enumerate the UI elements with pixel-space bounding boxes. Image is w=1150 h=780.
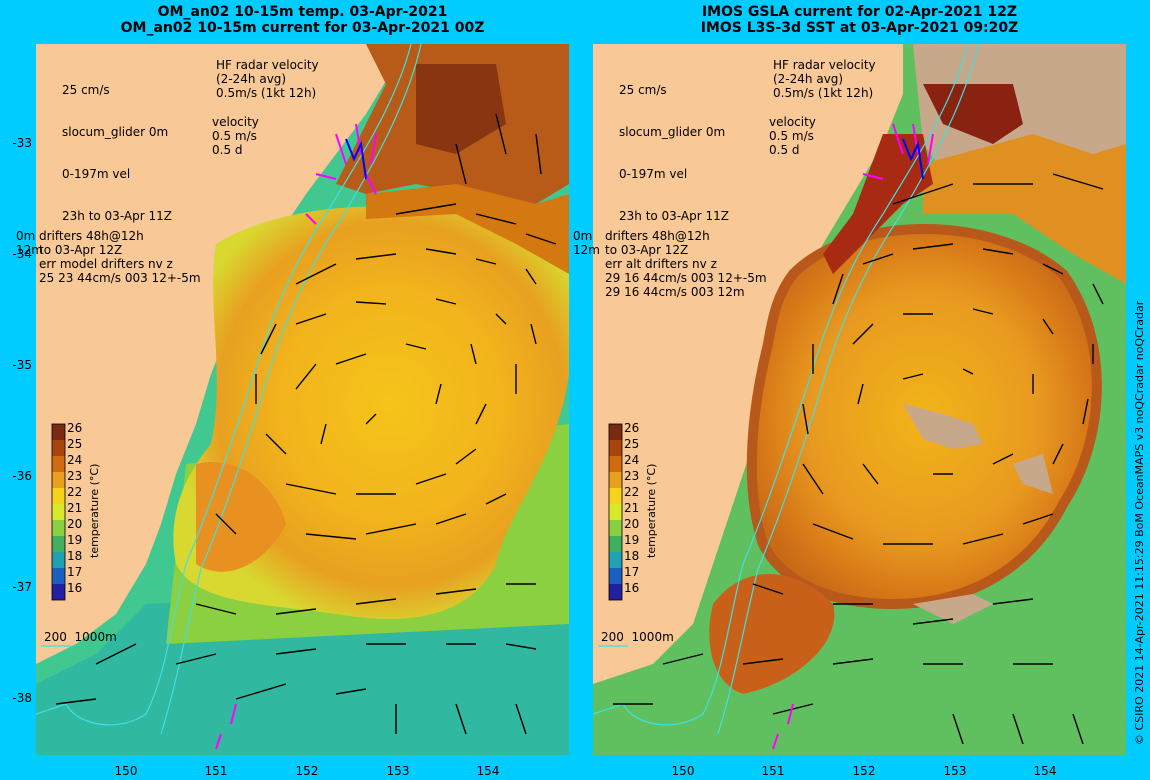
cbar-tick: 25 [67, 437, 83, 451]
colorbar [51, 423, 66, 601]
cbar-tick: 26 [67, 421, 83, 435]
glider-time-label: 23h to 03-Apr 11Z [619, 209, 729, 223]
right-glider-legend: 25 cm/s slocum_glider 0m 0-197m vel 23h … [619, 55, 729, 237]
lon-tick: 151 [761, 764, 785, 778]
lon-tick: 154 [1033, 764, 1057, 778]
contour-200m [36, 44, 412, 726]
cbar-tick: 18 [67, 549, 83, 563]
left-panel-title: OM_an02 10-15m temp. 03-Apr-2021 OM_an02… [36, 4, 569, 36]
cloud-patch-mid [903, 404, 983, 449]
lon-tick: 150 [114, 764, 138, 778]
cbar-tick: 20 [67, 517, 83, 531]
right-depth-key: 200 1000m [601, 630, 674, 644]
lat-tick: -38 [12, 691, 32, 705]
eddy-rim [746, 224, 1102, 610]
glider-time-label: 23h to 03-Apr 11Z [62, 209, 172, 223]
orange-band [366, 184, 569, 274]
left-map[interactable] [36, 44, 569, 755]
right-hf-radar-legend: HF radar velocity (2-24h avg) 0.5m/s (1k… [773, 58, 876, 100]
left-side-0m: 0m [16, 229, 36, 243]
hf-radar-arrows [215, 123, 377, 750]
lon-tick: 150 [671, 764, 695, 778]
lat-tick: -35 [12, 358, 32, 372]
glider-label: slocum_glider 0m [62, 125, 169, 139]
orange-sw [196, 462, 286, 572]
cbar-title: temperature (°C) [88, 463, 101, 558]
right-map-canvas [593, 44, 1126, 755]
right-panel-title: IMOS GSLA current for 02-Apr-2021 12Z IM… [593, 4, 1126, 36]
left-title-line1: OM_an02 10-15m temp. 03-Apr-2021 [157, 4, 448, 20]
cbar-tick: 17 [624, 565, 640, 579]
glider-track [902, 138, 924, 180]
left-glider-legend: 25 cm/s slocum_glider 0m 0-197m vel 23h … [62, 55, 172, 237]
cbar-tick: 23 [624, 469, 640, 483]
lon-tick: 153 [386, 764, 410, 778]
cbar-title: temperature (°C) [645, 463, 658, 558]
cbar-tick: 24 [67, 453, 83, 467]
right-side-0m: 0m [573, 229, 593, 243]
left-map-canvas [36, 44, 569, 755]
velocity-arrows [55, 113, 557, 735]
cloud-patch-se [1013, 454, 1053, 494]
left-title-line2: OM_an02 10-15m current for 03-Apr-2021 0… [120, 20, 485, 36]
contour-1000m [160, 44, 422, 735]
left-depth-key: 200 1000m [44, 630, 117, 644]
lat-tick: -33 [12, 136, 32, 150]
right-title-line1: IMOS GSLA current for 02-Apr-2021 12Z [701, 4, 1018, 20]
cbar-tick: 16 [67, 581, 83, 595]
right-drifter-legend: drifters 48h@12h to 03-Apr 12Z err alt d… [605, 229, 767, 299]
lat-tick: -36 [12, 469, 32, 483]
left-drifter-legend: drifters 48h@12h to 03-Apr 12Z err model… [39, 229, 201, 285]
cbar-tick: 22 [67, 485, 83, 499]
credit-text: © CSIRO 2021 14-Apr-2021 11:15:29 BoM Oc… [1133, 300, 1146, 745]
contour-200m [593, 44, 969, 726]
cbar-tick: 21 [624, 501, 640, 515]
left-velocity-legend: velocity 0.5 m/s 0.5 d [212, 115, 259, 157]
glider-track [345, 138, 367, 180]
cbar-tick: 21 [67, 501, 83, 515]
cbar-tick: 19 [67, 533, 83, 547]
right-velocity-legend: velocity 0.5 m/s 0.5 d [769, 115, 816, 157]
red-shelf [823, 134, 933, 274]
colorbar [608, 423, 623, 601]
lon-tick: 152 [852, 764, 876, 778]
lon-tick: 152 [295, 764, 319, 778]
right-map[interactable] [593, 44, 1126, 755]
lat-tick: -37 [12, 580, 32, 594]
lon-tick: 153 [943, 764, 967, 778]
lat-tick: -34 [12, 247, 32, 261]
left-hf-radar-legend: HF radar velocity (2-24h avg) 0.5m/s (1k… [216, 58, 319, 100]
contour-1000m [717, 44, 979, 735]
velocity-arrows [613, 173, 1104, 745]
glider-scale-label: 25 cm/s [619, 83, 667, 97]
cbar-tick: 22 [624, 485, 640, 499]
glider-scale-label: 25 cm/s [62, 83, 110, 97]
glider-label: slocum_glider 0m [619, 125, 726, 139]
cbar-tick: 23 [67, 469, 83, 483]
cbar-tick: 18 [624, 549, 640, 563]
cbar-tick: 17 [67, 565, 83, 579]
right-side-12m: 12m [573, 243, 600, 257]
hf-radar-arrows [772, 123, 934, 750]
right-title-line2: IMOS L3S-3d SST at 03-Apr-2021 09:20Z [700, 20, 1019, 36]
warm-current-core [416, 64, 506, 154]
orange-band [923, 134, 1126, 284]
lon-tick: 154 [476, 764, 500, 778]
lon-tick: 151 [204, 764, 228, 778]
cbar-tick: 26 [624, 421, 640, 435]
glider-vel-label: 0-197m vel [62, 167, 131, 181]
left-side-12m: 12m [16, 243, 43, 257]
cbar-tick: 19 [624, 533, 640, 547]
glider-vel-label: 0-197m vel [619, 167, 688, 181]
cbar-tick: 25 [624, 437, 640, 451]
orange-sw [709, 574, 835, 694]
cbar-tick: 20 [624, 517, 640, 531]
cbar-tick: 16 [624, 581, 640, 595]
cloud-patch-east [913, 594, 993, 624]
cbar-tick: 24 [624, 453, 640, 467]
